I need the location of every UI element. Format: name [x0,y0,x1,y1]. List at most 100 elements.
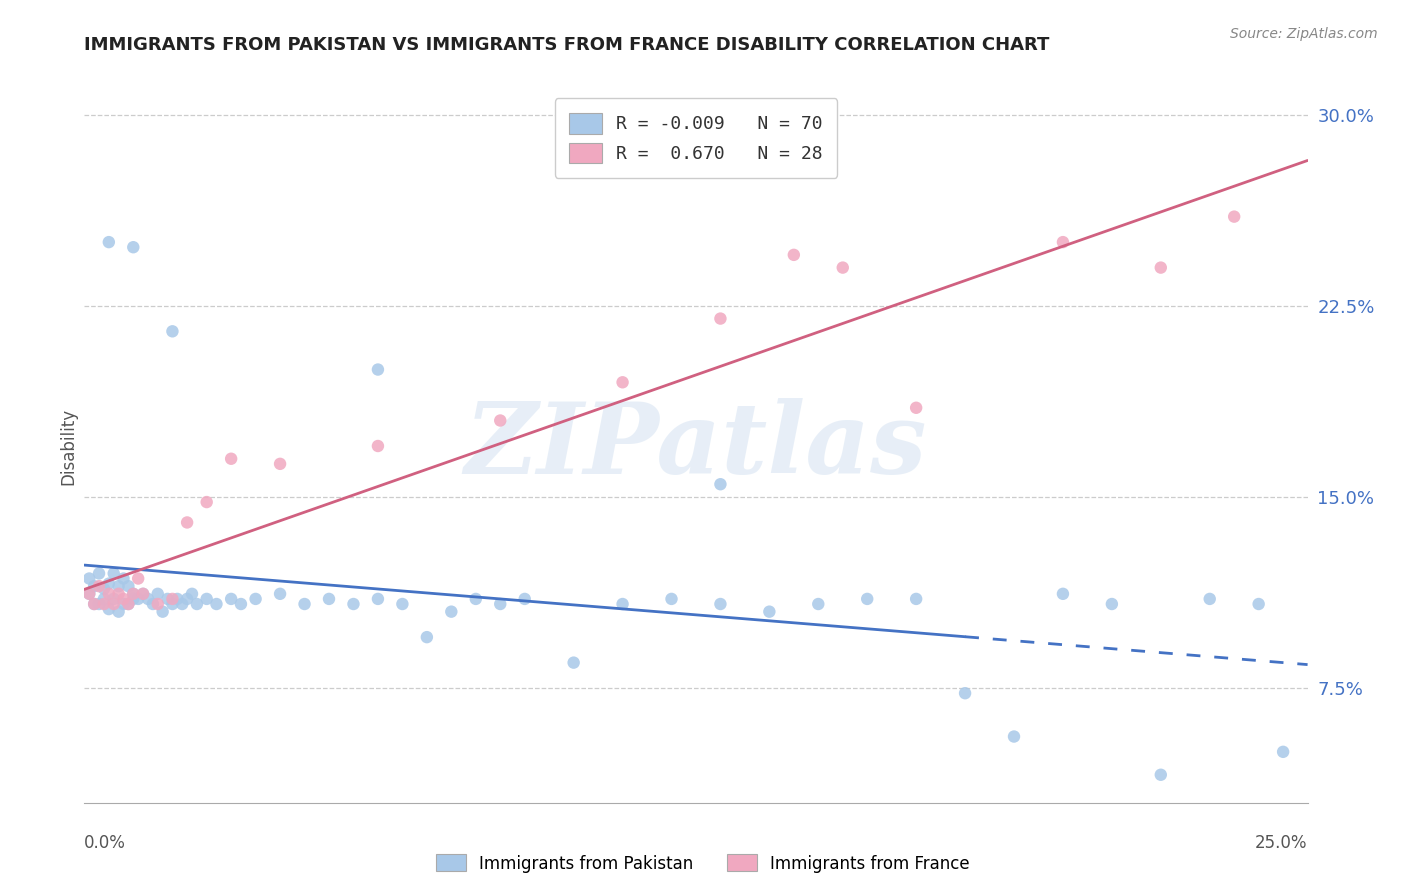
Point [464,591,486,606]
Point [1052,235,1074,249]
Text: 25.0%: 25.0% [1256,834,1308,852]
Point [172,597,194,611]
Point [245,591,267,606]
Point [294,597,316,611]
Point [905,401,928,415]
Point [97,235,120,249]
Point [112,591,135,606]
Point [181,587,204,601]
Point [205,597,228,611]
Point [612,376,634,390]
Point [103,591,125,606]
Y-axis label: Disability: Disability [59,408,77,484]
Point [758,605,780,619]
Point [391,597,413,611]
Point [489,597,512,611]
Point [83,579,105,593]
Point [269,587,291,601]
Point [166,591,188,606]
Point [162,597,184,611]
Point [1223,210,1246,224]
Point [953,686,976,700]
Point [77,572,100,586]
Point [93,591,115,606]
Legend: Immigrants from Pakistan, Immigrants from France: Immigrants from Pakistan, Immigrants fro… [429,847,977,880]
Point [1052,587,1074,601]
Point [83,597,105,611]
Point [831,260,853,275]
Point [162,324,184,338]
Point [440,605,463,619]
Point [87,579,110,593]
Point [489,413,512,427]
Point [176,516,198,530]
Point [103,597,125,611]
Point [162,591,184,606]
Point [1247,597,1270,611]
Point [342,597,364,611]
Point [562,656,585,670]
Point [709,477,731,491]
Text: IMMIGRANTS FROM PAKISTAN VS IMMIGRANTS FROM FRANCE DISABILITY CORRELATION CHART: IMMIGRANTS FROM PAKISTAN VS IMMIGRANTS F… [84,36,1050,54]
Point [416,630,439,644]
Point [709,311,731,326]
Point [93,597,115,611]
Point [122,240,145,254]
Point [93,582,115,596]
Point [709,597,731,611]
Point [783,248,806,262]
Point [219,591,242,606]
Point [132,587,155,601]
Text: Source: ZipAtlas.com: Source: ZipAtlas.com [1230,27,1378,41]
Point [122,587,145,601]
Point [1150,768,1173,782]
Point [1002,730,1025,744]
Point [186,597,208,611]
Point [142,597,165,611]
Point [1272,745,1295,759]
Point [856,591,879,606]
Point [195,591,218,606]
Point [117,597,139,611]
Point [103,566,125,581]
Point [107,587,129,601]
Point [146,587,169,601]
Point [146,597,169,611]
Point [152,605,174,619]
Point [127,591,149,606]
Point [107,605,129,619]
Point [176,591,198,606]
Point [661,591,683,606]
Point [513,591,536,606]
Point [132,587,155,601]
Point [122,587,145,601]
Point [107,579,129,593]
Point [195,495,218,509]
Point [1150,260,1173,275]
Point [87,566,110,581]
Point [156,591,179,606]
Point [136,591,159,606]
Point [229,597,252,611]
Point [77,587,100,601]
Point [117,597,139,611]
Point [97,576,120,591]
Point [219,451,242,466]
Point [77,587,100,601]
Point [612,597,634,611]
Point [97,602,120,616]
Point [367,362,389,376]
Legend: R = -0.009   N = 70, R =  0.670   N = 28: R = -0.009 N = 70, R = 0.670 N = 28 [555,98,837,178]
Text: 0.0%: 0.0% [84,834,127,852]
Point [112,597,135,611]
Point [112,572,135,586]
Point [318,591,340,606]
Point [97,587,120,601]
Point [269,457,291,471]
Point [1101,597,1123,611]
Point [87,597,110,611]
Point [367,591,389,606]
Point [807,597,830,611]
Point [905,591,928,606]
Point [127,572,149,586]
